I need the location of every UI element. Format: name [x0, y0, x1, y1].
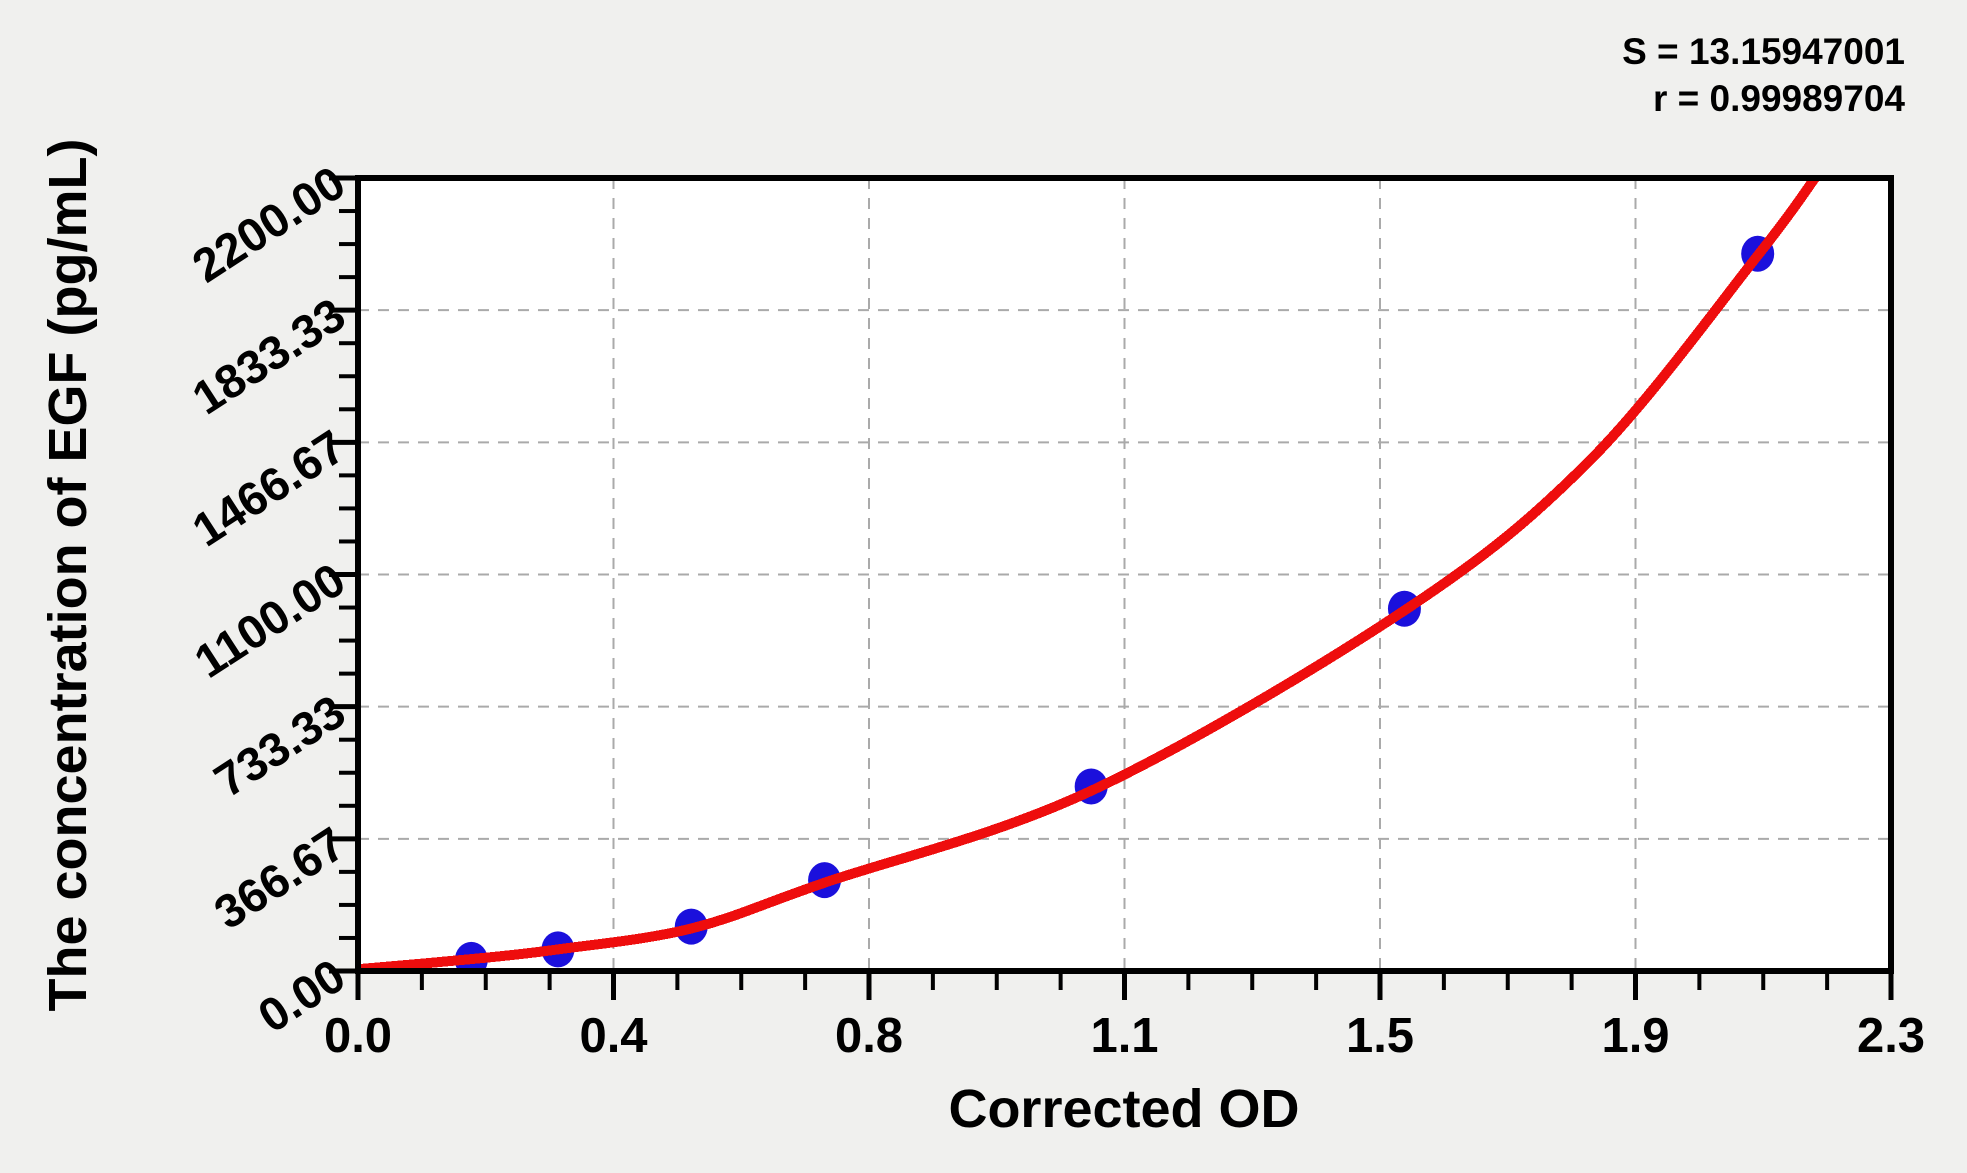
- x-tick-label: 0.8: [834, 1009, 904, 1063]
- x-tick-label: 0.0: [323, 1009, 393, 1063]
- r-value-text: r = 0.99989704: [1652, 78, 1905, 119]
- x-tick-label: 2.3: [1856, 1009, 1926, 1063]
- x-tick-label: 0.4: [579, 1009, 648, 1063]
- fit-statistics: S = 13.15947001 r = 0.99989704: [1622, 28, 1905, 122]
- x-axis-title: Corrected OD: [948, 1079, 1300, 1139]
- axis-frame: [355, 175, 1894, 974]
- axis-ticks: [329, 175, 1894, 1000]
- y-axis-title: The concentration of EGF (pg/mL): [38, 138, 98, 1012]
- gridlines: [358, 178, 1891, 971]
- x-tick-label: 1.5: [1345, 1009, 1415, 1063]
- x-tick-label: 1.1: [1090, 1009, 1159, 1063]
- x-tick-label: 1.9: [1601, 1009, 1670, 1063]
- s-value-text: S = 13.15947001: [1622, 31, 1905, 72]
- data-layer: [356, 176, 1820, 973]
- fit-curve: [356, 176, 1820, 973]
